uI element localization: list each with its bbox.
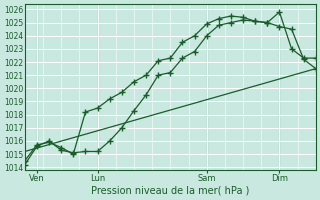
X-axis label: Pression niveau de la mer( hPa ): Pression niveau de la mer( hPa ) (91, 186, 250, 196)
